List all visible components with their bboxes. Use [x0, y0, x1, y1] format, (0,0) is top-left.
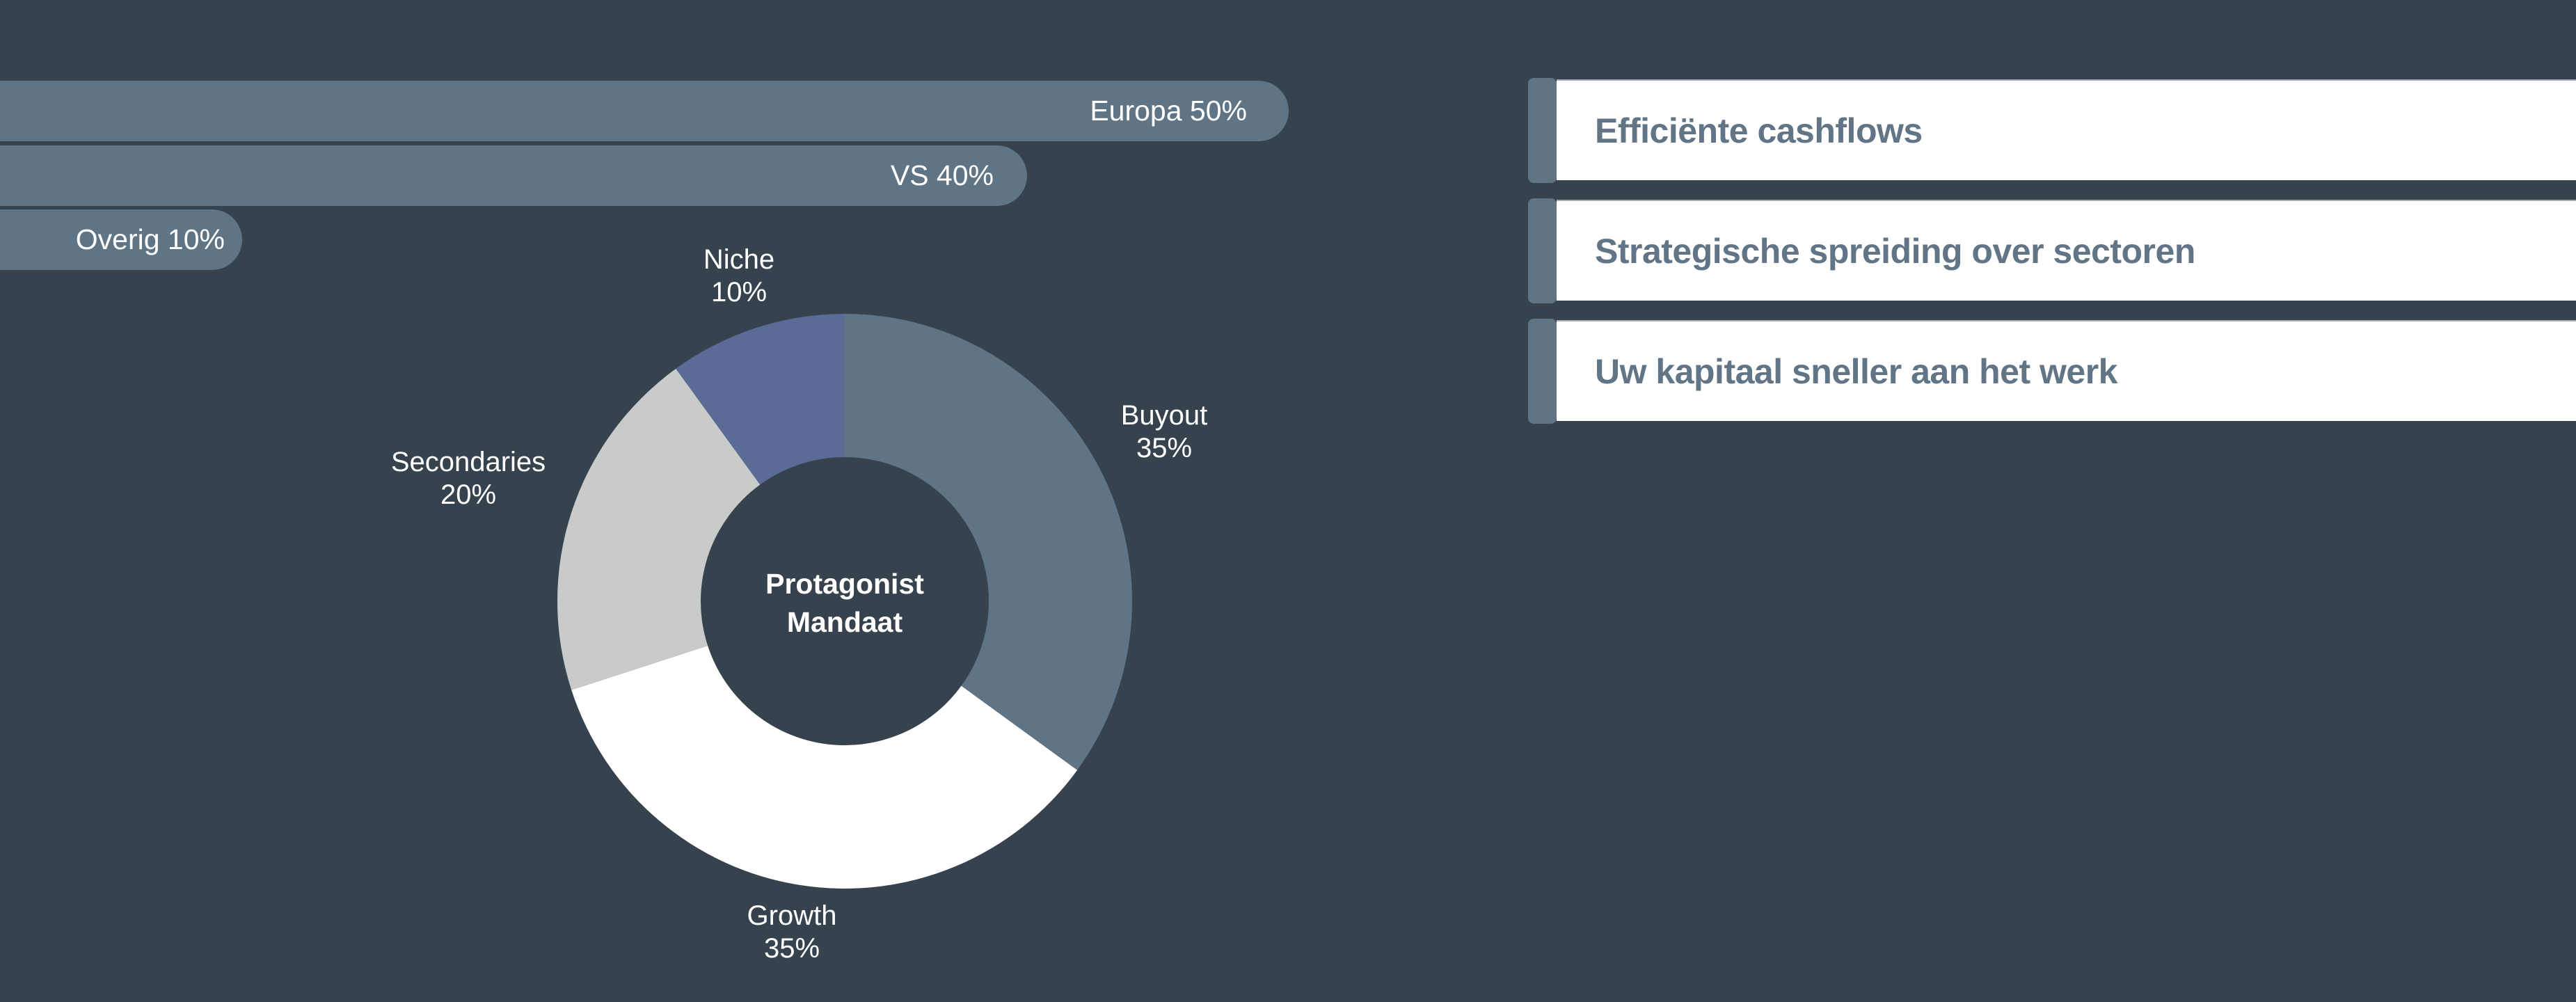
segment-name: Niche [703, 244, 775, 275]
segment-label-growth: Growth 35% [747, 900, 837, 965]
segment-value: 35% [763, 933, 820, 964]
card-accent-bar [1528, 78, 1557, 183]
segment-value: 35% [1136, 433, 1193, 463]
feature-card-kapitaal: Uw kapitaal sneller aan het werk [1528, 319, 2576, 424]
bar-label-overig: Overig 10% [75, 223, 225, 255]
card-title: Uw kapitaal sneller aan het werk [1595, 351, 2118, 391]
donut-segment-buyout [845, 314, 1132, 770]
card-body: Strategische spreiding over sectoren [1557, 200, 2576, 301]
card-title: Efficiënte cashflows [1595, 111, 1923, 150]
center-title-line2: Mandaat [786, 606, 903, 638]
bar-label-vs: VS 40% [890, 159, 994, 191]
card-body: Uw kapitaal sneller aan het werk [1557, 320, 2576, 421]
card-accent-bar [1528, 198, 1557, 303]
donut-segment-growth [571, 645, 1078, 889]
bar-europa: Europa 50% [0, 81, 1289, 141]
donut-center-title: Protagonist Mandaat [765, 565, 924, 642]
feature-card-spreiding: Strategische spreiding over sectoren [1528, 198, 2576, 303]
segment-value: 20% [440, 479, 497, 510]
donut-segment-secondaries [557, 368, 761, 690]
segment-name: Growth [747, 900, 837, 931]
segment-name: Secondaries [390, 447, 546, 477]
segment-value: 10% [710, 277, 768, 308]
donut-segment-niche [676, 314, 845, 485]
card-body: Efficiënte cashflows [1557, 79, 2576, 180]
center-title-line1: Protagonist [765, 568, 924, 600]
card-accent-bar [1528, 319, 1557, 424]
bar-label-europa: Europa 50% [1090, 95, 1247, 127]
segment-name: Buyout [1120, 400, 1208, 431]
bar-vs: VS 40% [0, 145, 1027, 206]
segment-label-buyout: Buyout 35% [1121, 399, 1208, 465]
bar-overig: Overig 10% [0, 209, 242, 270]
card-title: Strategische spreiding over sectoren [1595, 231, 2195, 271]
feature-card-cashflows: Efficiënte cashflows [1528, 78, 2576, 183]
segment-label-niche: Niche 10% [703, 244, 774, 309]
segment-label-secondaries: Secondaries 20% [391, 446, 546, 511]
